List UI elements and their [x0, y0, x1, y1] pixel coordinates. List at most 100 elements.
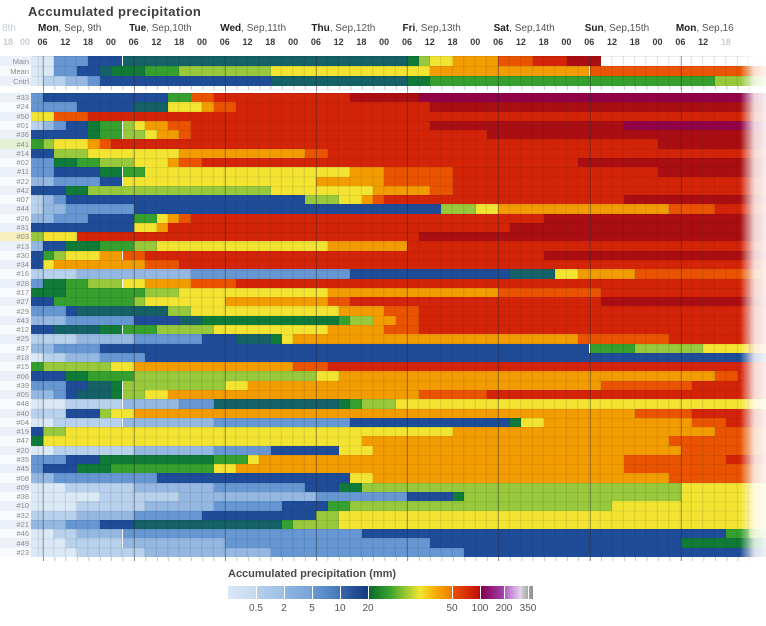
- heatmap-cell-run[interactable]: [669, 436, 766, 446]
- heatmap-cell-run[interactable]: [464, 547, 766, 557]
- heatmap-cell-run[interactable]: [54, 120, 66, 131]
- heatmap-cell-run[interactable]: [350, 297, 601, 307]
- heatmap-cell-run[interactable]: [54, 343, 100, 353]
- heatmap-row-cntrl[interactable]: [0, 76, 766, 86]
- heatmap-cell-run[interactable]: [20, 380, 66, 390]
- heatmap-cell-run[interactable]: [726, 417, 766, 428]
- heatmap-cell-run[interactable]: [293, 334, 579, 344]
- heatmap-cell-run[interactable]: [236, 464, 624, 474]
- heatmap-row-member-40[interactable]: [0, 408, 766, 418]
- heatmap-cell-run[interactable]: [726, 454, 766, 465]
- heatmap-cell-run[interactable]: [657, 139, 766, 149]
- heatmap-cell-run[interactable]: [88, 130, 100, 140]
- heatmap-cell-run[interactable]: [145, 547, 271, 557]
- axis-hour-label[interactable]: 00: [288, 37, 299, 47]
- heatmap-cell-run[interactable]: [42, 260, 55, 270]
- heatmap-row-member-34[interactable]: [0, 260, 766, 270]
- heatmap-cell-run[interactable]: [54, 167, 100, 177]
- heatmap-cell-run[interactable]: [122, 529, 362, 539]
- heatmap-row-member-27[interactable]: [0, 297, 766, 307]
- heatmap-row-member-01[interactable]: [0, 120, 766, 131]
- heatmap-cell-run[interactable]: [145, 260, 180, 270]
- heatmap-row-member-25[interactable]: [0, 334, 766, 344]
- heatmap-cell-run[interactable]: [612, 501, 766, 511]
- heatmap-cell-run[interactable]: [20, 76, 43, 86]
- row-label-member-05[interactable]: #05: [0, 389, 31, 400]
- heatmap-cell-run[interactable]: [281, 501, 328, 511]
- row-label-member-03[interactable]: #03: [0, 232, 31, 242]
- heatmap-cell-run[interactable]: [441, 204, 476, 214]
- heatmap-cell-run[interactable]: [88, 111, 766, 121]
- heatmap-cell-run[interactable]: [486, 389, 766, 400]
- heatmap-row-member-43[interactable]: [0, 315, 766, 325]
- heatmap-cell-run[interactable]: [407, 241, 766, 251]
- heatmap-cell-run[interactable]: [225, 538, 431, 548]
- heatmap-cell-run[interactable]: [190, 269, 351, 279]
- heatmap-cell-run[interactable]: [111, 389, 123, 400]
- heatmap-cell-run[interactable]: [54, 297, 134, 307]
- heatmap-row-member-17[interactable]: [0, 287, 766, 298]
- heatmap-cell-run[interactable]: [373, 473, 670, 483]
- heatmap-cell-run[interactable]: [270, 334, 282, 344]
- heatmap-row-member-50[interactable]: [0, 111, 766, 121]
- row-label-member-28[interactable]: #28: [0, 278, 31, 288]
- row-label-member-27[interactable]: #27: [0, 297, 31, 307]
- heatmap-cell-run[interactable]: [133, 157, 169, 168]
- heatmap-cell-run[interactable]: [213, 501, 282, 511]
- row-label-member-06[interactable]: #06: [0, 371, 31, 381]
- heatmap-cell-run[interactable]: [54, 176, 100, 186]
- heatmap-cell-run[interactable]: [20, 519, 66, 530]
- heatmap-cell-run[interactable]: [316, 492, 408, 502]
- heatmap-cell-run[interactable]: [304, 148, 328, 158]
- heatmap-cell-run[interactable]: [156, 213, 169, 223]
- legend-separator[interactable]: [480, 586, 481, 599]
- heatmap-cell-run[interactable]: [247, 454, 260, 465]
- heatmap-row-member-30[interactable]: [0, 250, 766, 261]
- heatmap-cell-run[interactable]: [350, 417, 510, 428]
- axis-hour-label[interactable]: 06: [401, 37, 412, 47]
- row-label-member-02[interactable]: #02: [0, 157, 31, 168]
- heatmap-cell-run[interactable]: [76, 547, 146, 557]
- axis-hour-label[interactable]: 18: [720, 37, 731, 47]
- heatmap-cell-run[interactable]: [133, 482, 214, 493]
- heatmap-cell-run[interactable]: [20, 399, 66, 409]
- heatmap-cell-run[interactable]: [338, 371, 715, 381]
- heatmap-cell-run[interactable]: [213, 93, 351, 103]
- heatmap-cell-run[interactable]: [99, 492, 180, 502]
- heatmap-cell-run[interactable]: [133, 362, 294, 372]
- legend-separator[interactable]: [340, 586, 341, 599]
- heatmap-cell-run[interactable]: [430, 66, 590, 76]
- heatmap-row-member-12[interactable]: [0, 325, 766, 335]
- legend-tick-label[interactable]: 100: [471, 603, 489, 614]
- heatmap-row-member-49[interactable]: [0, 538, 766, 548]
- heatmap-cell-run[interactable]: [202, 315, 339, 325]
- heatmap-cell-run[interactable]: [65, 538, 123, 548]
- heatmap-cell-run[interactable]: [42, 427, 66, 437]
- heatmap-cell-run[interactable]: [304, 195, 339, 205]
- axis-hour-label[interactable]: 00: [652, 37, 663, 47]
- heatmap-cell-run[interactable]: [327, 362, 766, 372]
- heatmap-cell-run[interactable]: [179, 130, 191, 140]
- heatmap-cell-run[interactable]: [327, 287, 499, 298]
- heatmap-cell-run[interactable]: [316, 371, 339, 381]
- heatmap-cell-run[interactable]: [99, 66, 112, 76]
- heatmap-cell-run[interactable]: [407, 76, 431, 86]
- heatmap-cell-run[interactable]: [54, 250, 66, 261]
- heatmap-cell-run[interactable]: [76, 389, 112, 400]
- heatmap-cell-run[interactable]: [65, 352, 100, 363]
- heatmap-cell-run[interactable]: [42, 204, 66, 214]
- heatmap-row-member-38[interactable]: [0, 492, 766, 502]
- heatmap-cell-run[interactable]: [99, 76, 271, 86]
- heatmap-cell-run[interactable]: [247, 380, 601, 390]
- heatmap-cell-run[interactable]: [657, 167, 766, 177]
- axis-hour-label[interactable]: 06: [675, 37, 686, 47]
- heatmap-cell-run[interactable]: [384, 167, 453, 177]
- heatmap-cell-run[interactable]: [31, 343, 55, 353]
- legend-tick-label[interactable]: 350: [519, 603, 537, 614]
- axis-hour-label[interactable]: 18: [629, 37, 640, 47]
- heatmap-cell-run[interactable]: [407, 492, 453, 502]
- heatmap-cell-run[interactable]: [65, 315, 134, 325]
- row-label-member-08[interactable]: #08: [0, 473, 31, 483]
- heatmap-cell-run[interactable]: [190, 278, 237, 288]
- heatmap-cell-run[interactable]: [145, 501, 214, 511]
